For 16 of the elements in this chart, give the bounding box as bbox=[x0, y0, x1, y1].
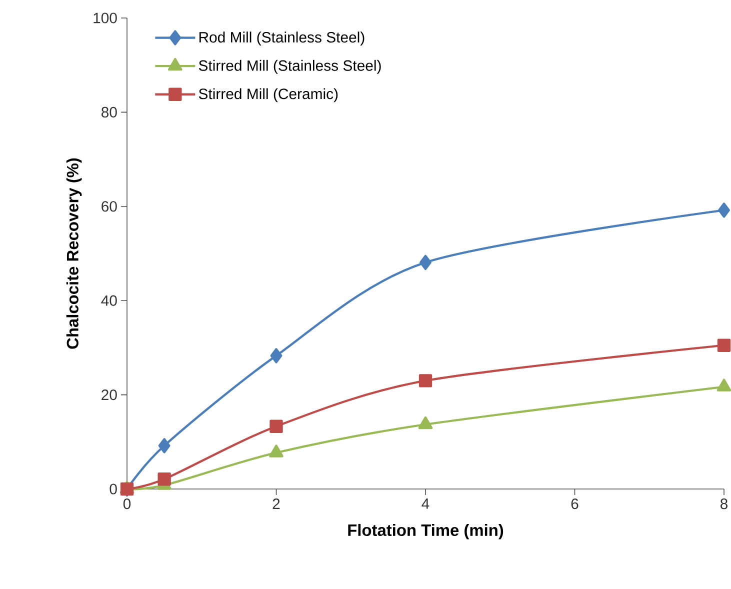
y-tick-label: 60 bbox=[102, 201, 117, 212]
legend-label: Stirred Mill (Stainless Steel) bbox=[198, 60, 381, 74]
y-axis-title: Chalcocite Recovery (%) bbox=[66, 158, 82, 349]
x-tick-label: 0 bbox=[123, 498, 131, 510]
x-tick-label: 2 bbox=[272, 498, 280, 509]
y-tick-label: 40 bbox=[101, 295, 117, 306]
x-tick-label: 6 bbox=[571, 498, 578, 510]
legend-label: Stirred Mill (Ceramic) bbox=[198, 88, 338, 102]
y-tick-label: 80 bbox=[102, 106, 117, 118]
x-axis-title: Flotation Time (min) bbox=[348, 524, 504, 540]
legend-label: Rod Mill (Stainless Steel) bbox=[199, 32, 364, 46]
y-tick-label: 100 bbox=[94, 12, 117, 24]
x-tick-label: 4 bbox=[422, 498, 430, 509]
x-tick-label: 8 bbox=[720, 498, 728, 510]
y-tick-label: 0 bbox=[110, 484, 117, 494]
y-tick-label: 20 bbox=[102, 390, 117, 400]
